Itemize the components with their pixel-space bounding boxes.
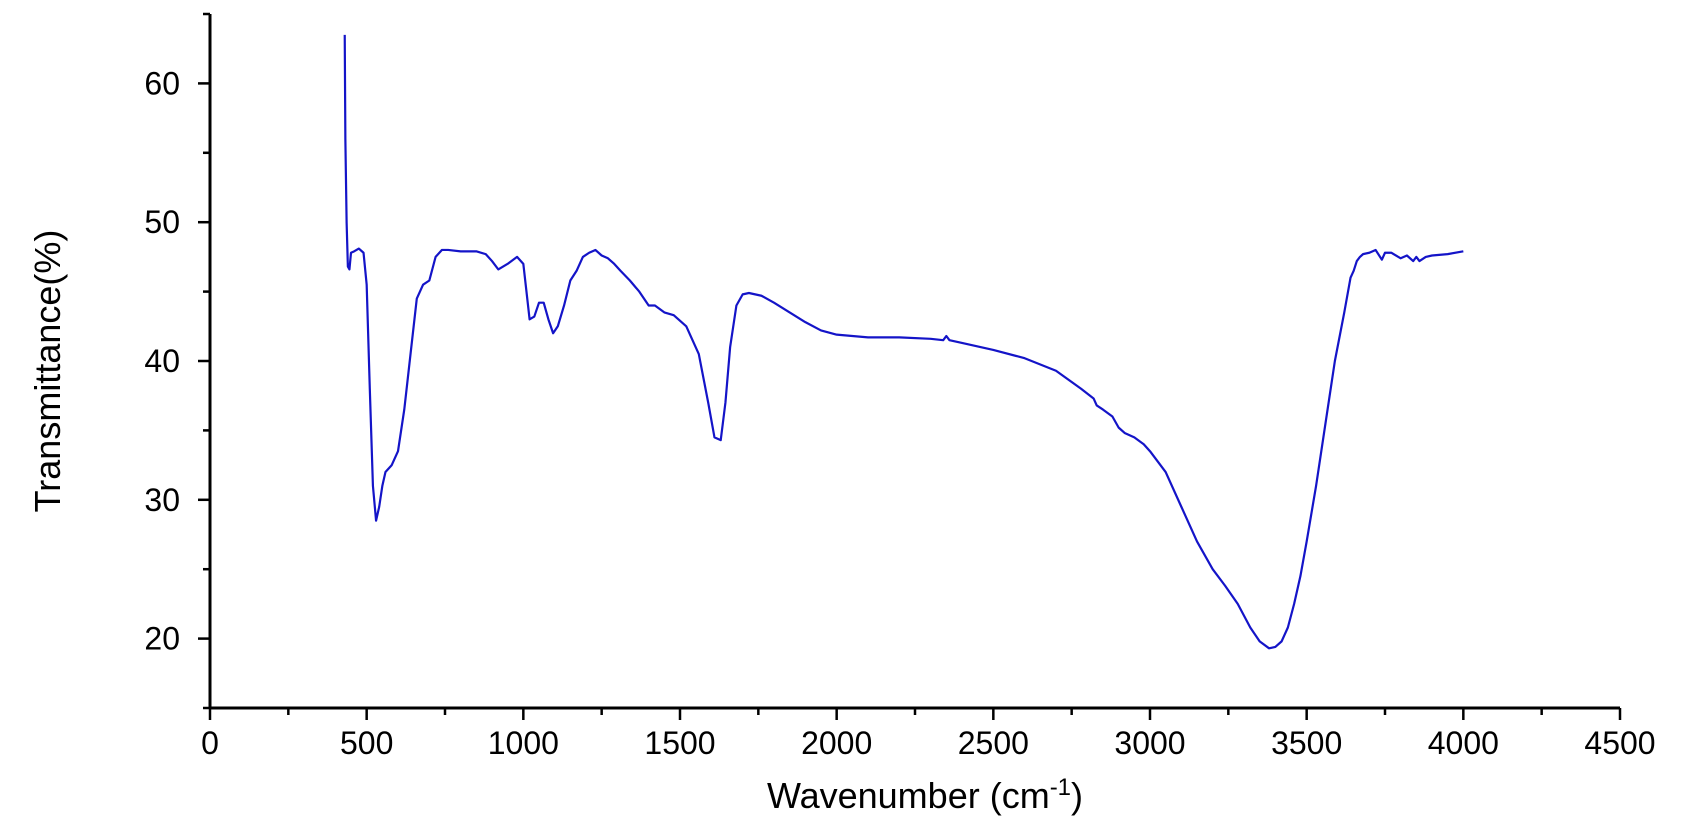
y-tick-label: 20 (144, 621, 180, 657)
x-axis-ticks: 0 500 1000 1500 2000 2500 3000 3500 4000 4500 (201, 708, 1656, 761)
y-axis-ticks: 20 30 40 50 60 (144, 12, 210, 710)
y-axis-title: Transmittance(%) (27, 230, 68, 513)
x-tick-label: 1000 (488, 725, 559, 761)
axes (208, 14, 1620, 710)
y-tick-label: 40 (144, 343, 180, 379)
x-tick-label: 4000 (1428, 725, 1499, 761)
x-tick-label: 2000 (801, 725, 872, 761)
x-tick-label: 4500 (1584, 725, 1655, 761)
spectrum-line (343, 34, 1464, 650)
x-tick-label: 3500 (1271, 725, 1342, 761)
x-axis-title: Wavenumber (cm-1) (767, 774, 1083, 817)
y-tick-label: 50 (144, 204, 180, 240)
x-tick-label: 3000 (1114, 725, 1185, 761)
x-axis-title-superscript: -1 (1050, 774, 1071, 801)
y-tick-label: 30 (144, 482, 180, 518)
series-layer (343, 34, 1464, 650)
x-axis-title-end: ) (1071, 775, 1083, 816)
x-tick-label: 2500 (958, 725, 1029, 761)
x-tick-label: 1500 (644, 725, 715, 761)
x-tick-label: 0 (201, 725, 219, 761)
y-tick-label: 60 (144, 65, 180, 101)
x-axis-title-main: Wavenumber (cm (767, 775, 1050, 816)
x-tick-label: 500 (340, 725, 393, 761)
